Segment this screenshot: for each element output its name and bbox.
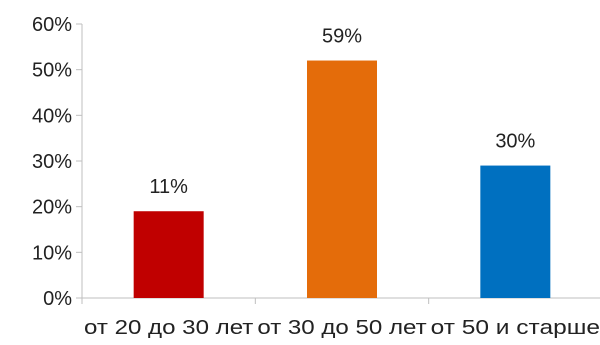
x-category-label: от 20 до 30 лет — [84, 317, 253, 339]
bar — [133, 211, 204, 298]
bars — [133, 60, 551, 299]
bar — [480, 165, 551, 298]
y-tick-label: 30% — [32, 151, 72, 173]
bar — [307, 60, 377, 299]
category-labels: от 20 до 30 лет от 30 до 50 лет от 50 и ст… — [84, 317, 600, 339]
y-tick-label: 20% — [32, 197, 72, 219]
x-axis-ticks — [81, 298, 430, 304]
y-axis-ticks: 0% 10% 20% 30% 40% 50% 60% — [32, 14, 82, 310]
x-category-label: от 50 и старше — [431, 317, 600, 339]
y-tick-label: 40% — [32, 105, 72, 127]
y-tick-label: 0% — [43, 288, 72, 310]
y-tick-label: 10% — [32, 242, 72, 264]
bar-data-label: 11% — [149, 176, 188, 198]
bar-data-label: 30% — [495, 131, 535, 153]
bar-data-label: 59% — [322, 26, 362, 48]
y-tick-label: 50% — [32, 60, 72, 82]
data-labels: 11% 59% 30% — [149, 26, 535, 199]
y-tick-label: 60% — [32, 14, 72, 36]
x-category-label: от 30 до 50 лет — [257, 317, 426, 339]
